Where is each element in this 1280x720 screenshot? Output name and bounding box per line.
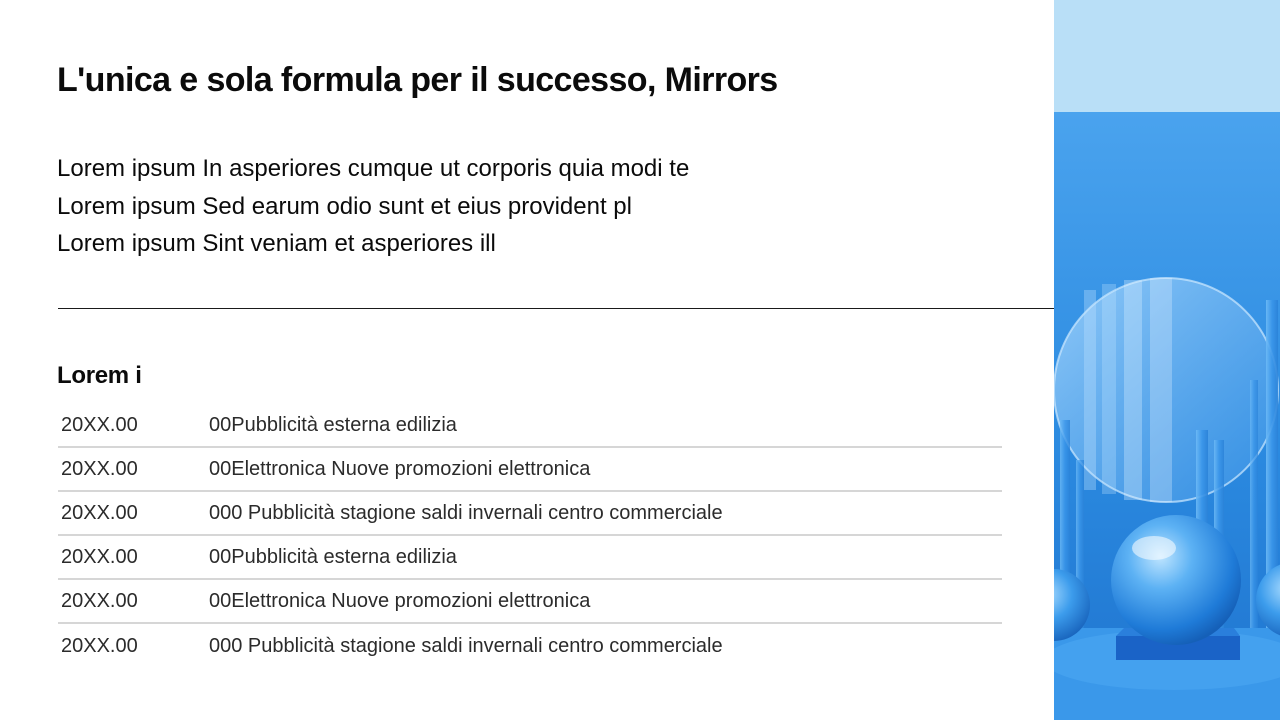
row-date: 20XX.00 [61,589,138,612]
timeline-table: 20XX.00 00Pubblicità esterna edilizia 20… [58,404,1002,668]
table-row: 20XX.00 00Elettronica Nuove promozioni e… [58,580,1002,624]
decorative-image-panel [1054,0,1280,720]
table-row: 20XX.00 00Pubblicità esterna edilizia [58,404,1002,448]
body-text: Lorem ipsum In asperiores cumque ut corp… [57,150,957,263]
row-description: 00Pubblicità esterna edilizia [209,545,457,568]
section-title: Lorem i [57,362,142,389]
row-date: 20XX.00 [61,457,138,480]
body-line-2: Lorem ipsum Sed earum odio sunt et eius … [57,192,632,220]
body-line-1: Lorem ipsum In asperiores cumque ut corp… [57,155,690,182]
body-line-3: Lorem ipsum Sint veniam et asperiores il… [57,230,496,257]
row-date: 20XX.00 [61,545,138,568]
table-row: 20XX.00 00Elettronica Nuove promozioni e… [58,448,1002,492]
row-description: 00Elettronica Nuove promozioni elettroni… [209,457,591,480]
row-description: 000 Pubblicità stagione saldi invernali … [209,501,723,524]
table-row: 20XX.00 000 Pubblicità stagione saldi in… [58,624,1002,668]
row-date: 20XX.00 [61,501,138,524]
slide-title: L'unica e sola formula per il successo, … [57,61,778,99]
row-description: 00Elettronica Nuove promozioni elettroni… [209,589,591,612]
row-description: 00Pubblicità esterna edilizia [209,413,457,436]
row-date: 20XX.00 [61,413,138,436]
row-date: 20XX.00 [61,634,138,657]
table-row: 20XX.00 00Pubblicità esterna edilizia [58,536,1002,580]
row-description: 000 Pubblicità stagione saldi invernali … [209,634,723,657]
abstract-blue-spheres-image [1054,0,1280,720]
divider [58,308,1054,309]
table-row: 20XX.00 000 Pubblicità stagione saldi in… [58,492,1002,536]
